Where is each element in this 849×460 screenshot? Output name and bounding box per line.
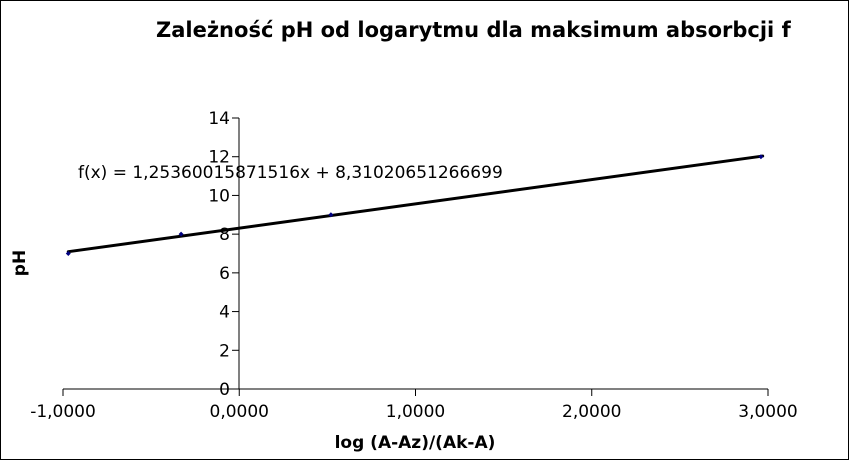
data-point: [758, 154, 764, 160]
trendline: [66, 154, 765, 254]
y-tick-label: 10: [208, 186, 230, 206]
x-axis-title: log (A-Az)/(Ak-A): [335, 433, 496, 453]
trendline-group: [66, 154, 765, 254]
chart-title: Zależność pH od logarytmu dla maksimum a…: [156, 18, 792, 42]
x-tick-label: 2,0000: [562, 402, 621, 422]
x-tick-label: 0,0000: [210, 402, 269, 422]
y-tick-label: 8: [219, 225, 230, 245]
x-tick-label: 3,0000: [738, 402, 797, 422]
y-tick-label: 2: [219, 341, 230, 361]
tick-labels: -1,0000 0,0000 1,0000 2,0000 3,0000 0 2 4 6 8 10 12…: [30, 109, 798, 422]
y-tick-label: 4: [219, 303, 230, 323]
x-tick-label: -1,0000: [30, 402, 96, 422]
y-tick-label: 12: [208, 148, 230, 168]
axes: [62, 117, 769, 396]
data-points: [65, 154, 764, 256]
trendline-equation: f(x) = 1,25360015871516x + 8,31020651266…: [78, 163, 503, 183]
y-tick-label: 14: [208, 109, 230, 129]
y-axis-title: pH: [10, 250, 30, 276]
data-point: [328, 212, 334, 218]
y-tick-label: 0: [219, 380, 230, 400]
data-point: [178, 231, 184, 237]
y-tick-label: 6: [219, 264, 230, 284]
data-point: [65, 251, 71, 256]
x-tick-label: 1,0000: [386, 402, 445, 422]
